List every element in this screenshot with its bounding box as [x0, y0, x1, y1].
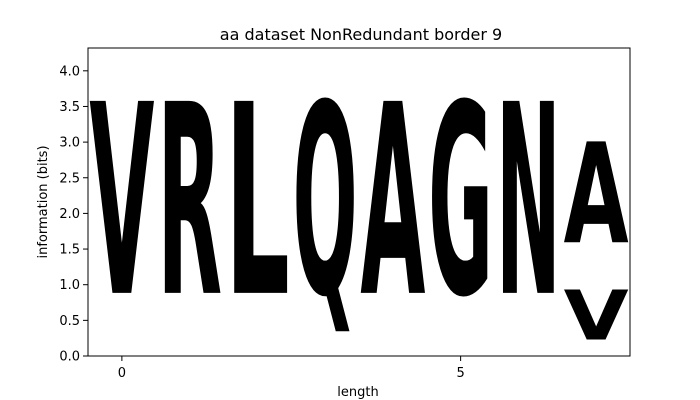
- axes: 0.0 0.5 1.0 1.5 2.0 2.5 3.0 3.5 4.0 0 5: [59, 47, 631, 381]
- logo-letter-v-pos-7-0: V: [564, 277, 630, 357]
- logo-letter-n-pos-6: N: [496, 49, 561, 356]
- logo-letter-g-pos-5: G: [428, 49, 493, 355]
- x-tick-label: 5: [456, 366, 464, 381]
- y-tick-label: 0.5: [59, 314, 80, 329]
- y-tick-label: 4.0: [59, 64, 80, 79]
- logo-letter-a-pos-7-1: A: [564, 114, 629, 275]
- y-tick-label: 2.5: [59, 171, 80, 186]
- y-tick-label: 2.0: [59, 207, 80, 222]
- y-tick-label: 3.0: [59, 136, 80, 151]
- logo-letter-a-pos-4: A: [360, 50, 425, 356]
- logo-letter-l-pos-2: L: [225, 50, 290, 356]
- y-tick-label: 1.5: [59, 243, 80, 258]
- chart-title: aa dataset NonRedundant border 9: [220, 25, 502, 44]
- plot-frame: [87, 47, 631, 357]
- logo-letter-q-pos-3: Q: [293, 48, 358, 355]
- y-tick-label: 1.0: [59, 278, 80, 293]
- logo-letter-r-pos-1: R: [157, 50, 222, 356]
- y-axis-label: information (bits): [36, 145, 51, 258]
- y-tick-label: 0.0: [59, 350, 80, 365]
- y-tick-label: 3.5: [59, 100, 80, 115]
- x-tick-label: 0: [118, 366, 126, 381]
- logo-layer: V R L Q A G N VA: [89, 48, 629, 356]
- x-axis-label: length: [337, 385, 378, 400]
- logo-letter-v-pos-0: V: [89, 50, 154, 356]
